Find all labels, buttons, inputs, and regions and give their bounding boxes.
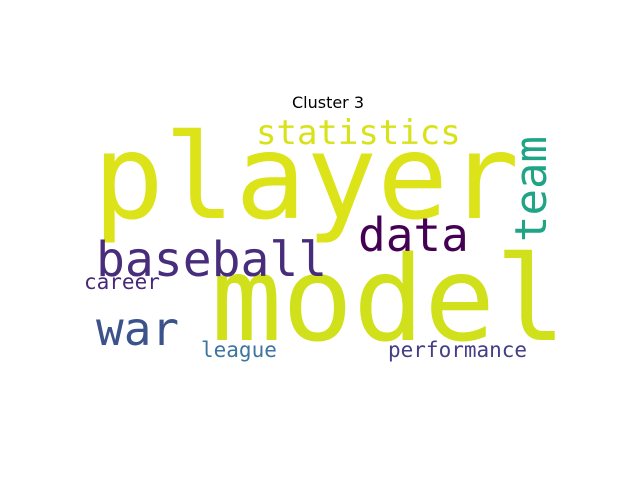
word-statistics: statistics: [256, 113, 461, 153]
word-baseball: baseball: [96, 232, 328, 288]
word-performance: performance: [388, 338, 528, 362]
word-data: data: [358, 208, 469, 262]
word-career: career: [84, 270, 160, 294]
word-team: team: [506, 136, 557, 242]
word-player: player: [93, 108, 520, 246]
word-league: league: [201, 338, 277, 362]
word-war: war: [96, 302, 180, 356]
chart-title: Cluster 3: [291, 93, 365, 112]
word-cloud: player model statistics data team baseba…: [80, 116, 576, 364]
word-model: model: [211, 230, 567, 368]
